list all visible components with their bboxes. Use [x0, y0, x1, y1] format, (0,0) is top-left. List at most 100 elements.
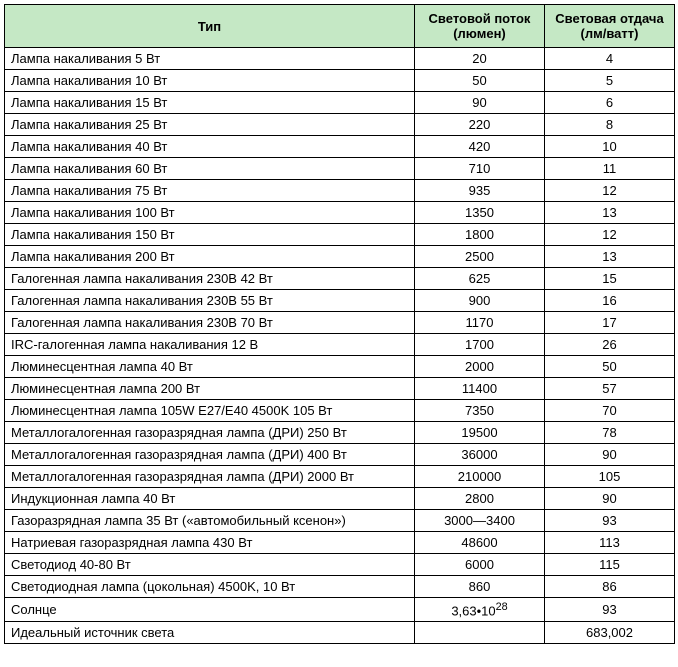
cell-efficacy: 13	[545, 246, 675, 268]
cell-type: Натриевая газоразрядная лампа 430 Вт	[5, 532, 415, 554]
cell-type: Идеальный источник света	[5, 622, 415, 644]
cell-type: Люминесцентная лампа 40 Вт	[5, 356, 415, 378]
cell-efficacy: 115	[545, 554, 675, 576]
cell-efficacy: 78	[545, 422, 675, 444]
cell-efficacy: 90	[545, 488, 675, 510]
cell-flux: 11400	[415, 378, 545, 400]
table-row: Светодиодная лампа (цокольная) 4500K, 10…	[5, 576, 675, 598]
col-header-type: Тип	[5, 5, 415, 48]
cell-type: Люминесцентная лампа 105W E27/E40 4500K …	[5, 400, 415, 422]
cell-type: Галогенная лампа накаливания 230В 70 Вт	[5, 312, 415, 334]
cell-flux: 6000	[415, 554, 545, 576]
cell-type: Лампа накаливания 25 Вт	[5, 114, 415, 136]
cell-type: Люминесцентная лампа 200 Вт	[5, 378, 415, 400]
table-row: Натриевая газоразрядная лампа 430 Вт4860…	[5, 532, 675, 554]
cell-flux: 710	[415, 158, 545, 180]
cell-type: Галогенная лампа накаливания 230В 42 Вт	[5, 268, 415, 290]
cell-flux: 420	[415, 136, 545, 158]
cell-flux: 3000—3400	[415, 510, 545, 532]
cell-efficacy: 683,002	[545, 622, 675, 644]
cell-efficacy: 50	[545, 356, 675, 378]
table-row: Лампа накаливания 200 Вт250013	[5, 246, 675, 268]
table-row: Металлогалогенная газоразрядная лампа (Д…	[5, 422, 675, 444]
cell-efficacy: 90	[545, 444, 675, 466]
cell-efficacy: 17	[545, 312, 675, 334]
cell-efficacy: 70	[545, 400, 675, 422]
cell-flux: 36000	[415, 444, 545, 466]
table-row: Люминесцентная лампа 40 Вт200050	[5, 356, 675, 378]
cell-type: Светодиод 40-80 Вт	[5, 554, 415, 576]
col-header-flux: Световой поток (люмен)	[415, 5, 545, 48]
cell-type: Лампа накаливания 75 Вт	[5, 180, 415, 202]
table-row: Люминесцентная лампа 105W E27/E40 4500K …	[5, 400, 675, 422]
table-body: Лампа накаливания 5 Вт204Лампа накаливан…	[5, 48, 675, 644]
col-header-efficacy: Световая отдача (лм/ватт)	[545, 5, 675, 48]
cell-efficacy: 15	[545, 268, 675, 290]
cell-flux: 1700	[415, 334, 545, 356]
cell-efficacy: 16	[545, 290, 675, 312]
table-row: Лампа накаливания 5 Вт204	[5, 48, 675, 70]
cell-type: Лампа накаливания 15 Вт	[5, 92, 415, 114]
table-row: Светодиод 40-80 Вт6000115	[5, 554, 675, 576]
table-row: IRC-галогенная лампа накаливания 12 В170…	[5, 334, 675, 356]
cell-flux: 90	[415, 92, 545, 114]
cell-type: IRC-галогенная лампа накаливания 12 В	[5, 334, 415, 356]
cell-efficacy: 13	[545, 202, 675, 224]
cell-flux: 860	[415, 576, 545, 598]
table-row: Люминесцентная лампа 200 Вт1140057	[5, 378, 675, 400]
cell-efficacy: 86	[545, 576, 675, 598]
cell-type: Лампа накаливания 40 Вт	[5, 136, 415, 158]
table-row: Идеальный источник света 683,002	[5, 622, 675, 644]
cell-flux: 2000	[415, 356, 545, 378]
cell-efficacy: 93	[545, 598, 675, 622]
cell-type: Лампа накаливания 60 Вт	[5, 158, 415, 180]
cell-type: Лампа накаливания 100 Вт	[5, 202, 415, 224]
table-row: Индукционная лампа 40 Вт280090	[5, 488, 675, 510]
cell-type: Лампа накаливания 200 Вт	[5, 246, 415, 268]
cell-efficacy: 11	[545, 158, 675, 180]
table-row: Лампа накаливания 60 Вт71011	[5, 158, 675, 180]
cell-type: Лампа накаливания 10 Вт	[5, 70, 415, 92]
table-row: Лампа накаливания 75 Вт93512	[5, 180, 675, 202]
table-row: Лампа накаливания 15 Вт906	[5, 92, 675, 114]
table-row: Галогенная лампа накаливания 230В 70 Вт1…	[5, 312, 675, 334]
cell-flux: 900	[415, 290, 545, 312]
cell-flux: 210000	[415, 466, 545, 488]
cell-flux: 50	[415, 70, 545, 92]
cell-flux: 19500	[415, 422, 545, 444]
table-row: Металлогалогенная газоразрядная лампа (Д…	[5, 444, 675, 466]
table-row: Лампа накаливания 25 Вт2208	[5, 114, 675, 136]
lamp-efficacy-table: Тип Световой поток (люмен) Световая отда…	[4, 4, 675, 644]
cell-flux: 625	[415, 268, 545, 290]
cell-flux: 935	[415, 180, 545, 202]
cell-efficacy: 105	[545, 466, 675, 488]
cell-efficacy: 4	[545, 48, 675, 70]
table-row: Лампа накаливания 10 Вт505	[5, 70, 675, 92]
cell-type: Металлогалогенная газоразрядная лампа (Д…	[5, 422, 415, 444]
cell-type: Галогенная лампа накаливания 230В 55 Вт	[5, 290, 415, 312]
cell-efficacy: 8	[545, 114, 675, 136]
cell-efficacy: 26	[545, 334, 675, 356]
cell-flux	[415, 622, 545, 644]
cell-flux: 1350	[415, 202, 545, 224]
cell-flux: 2500	[415, 246, 545, 268]
cell-type: Металлогалогенная газоразрядная лампа (Д…	[5, 466, 415, 488]
cell-efficacy: 12	[545, 224, 675, 246]
cell-type: Газоразрядная лампа 35 Вт («автомобильны…	[5, 510, 415, 532]
table-row: Лампа накаливания 150 Вт180012	[5, 224, 675, 246]
cell-flux: 7350	[415, 400, 545, 422]
cell-flux: 1170	[415, 312, 545, 334]
cell-type: Солнце	[5, 598, 415, 622]
cell-flux: 1800	[415, 224, 545, 246]
cell-type: Лампа накаливания 150 Вт	[5, 224, 415, 246]
cell-type: Металлогалогенная газоразрядная лампа (Д…	[5, 444, 415, 466]
table-row: Галогенная лампа накаливания 230В 55 Вт9…	[5, 290, 675, 312]
table-row: Лампа накаливания 100 Вт135013	[5, 202, 675, 224]
cell-flux: 48600	[415, 532, 545, 554]
cell-type: Светодиодная лампа (цокольная) 4500K, 10…	[5, 576, 415, 598]
cell-flux: 3,63•1028	[415, 598, 545, 622]
cell-efficacy: 113	[545, 532, 675, 554]
cell-type: Лампа накаливания 5 Вт	[5, 48, 415, 70]
table-row: Солнце3,63•102893	[5, 598, 675, 622]
cell-efficacy: 5	[545, 70, 675, 92]
